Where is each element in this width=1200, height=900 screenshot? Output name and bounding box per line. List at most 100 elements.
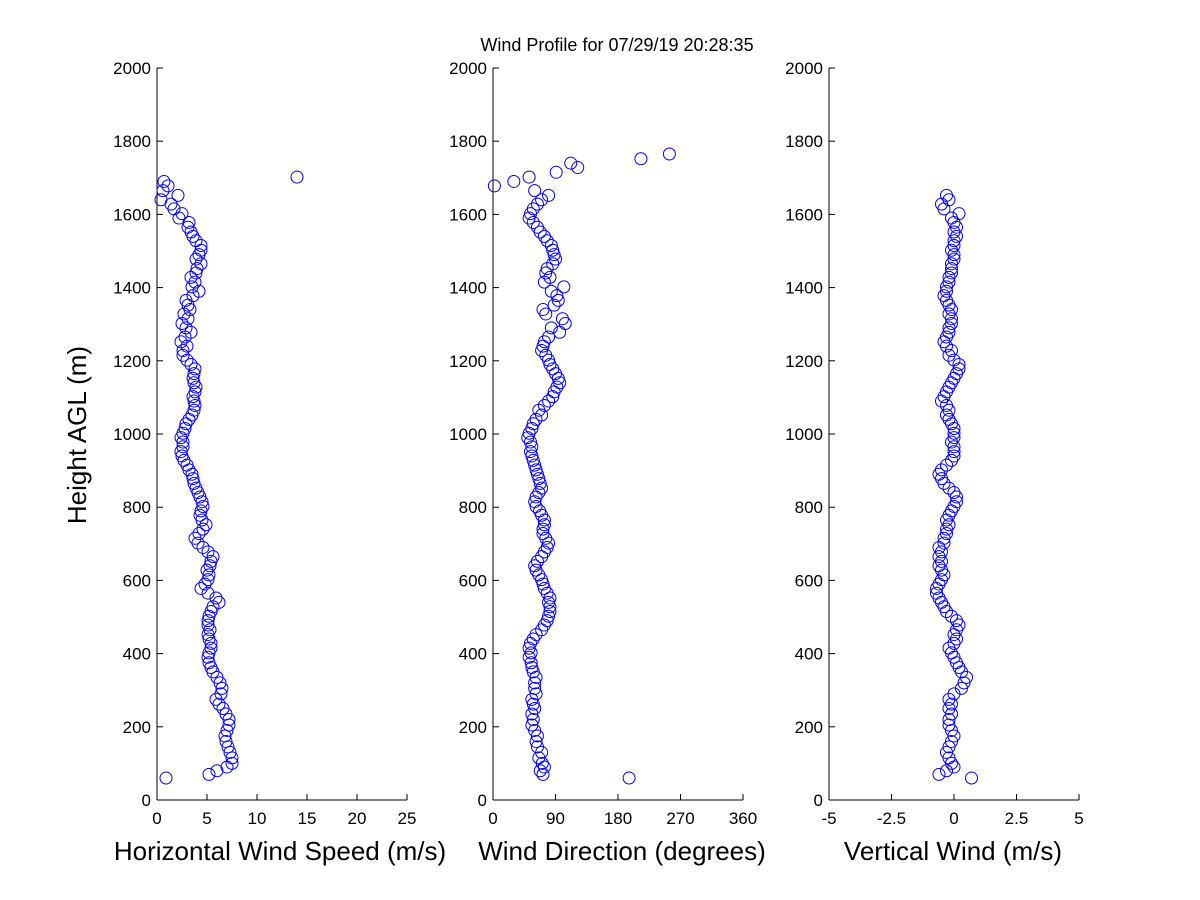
direction-data-point (525, 661, 539, 675)
vertical-data-point (952, 357, 966, 371)
direction-data-point (522, 641, 536, 655)
vertical-data-point (945, 303, 958, 317)
speed-y-tick-label: 1200 (113, 352, 151, 371)
speed-data-point (212, 595, 226, 609)
speed-data-point (200, 563, 214, 577)
vertical-data-point (947, 628, 961, 642)
speed-data-point (188, 398, 202, 412)
speed-data-point (189, 266, 203, 280)
direction-data-point (536, 527, 550, 541)
speed-data-point (193, 508, 207, 522)
speed-y-tick-label: 800 (123, 498, 151, 517)
speed-x-tick-label: 15 (298, 809, 317, 828)
direction-data-point (528, 184, 542, 198)
direction-y-tick-label: 800 (459, 498, 487, 517)
speed-data-point (187, 403, 201, 417)
direction-x-tick-label: 0 (488, 809, 497, 828)
vertical-data-point (945, 707, 958, 721)
speed-y-tick-label: 1600 (113, 205, 151, 224)
direction-data-point (529, 463, 543, 477)
direction-data-point (526, 712, 540, 726)
speed-data-point (174, 335, 188, 349)
vertical-data-point (940, 527, 953, 541)
direction-data-point (530, 197, 544, 211)
speed-x-tick-label: 25 (398, 809, 417, 828)
speed-data-point (184, 270, 198, 284)
speed-y-tick-label: 0 (142, 791, 151, 810)
speed-data-point (196, 522, 210, 536)
vertical-y-tick-label: 200 (795, 718, 823, 737)
vertical-y-tick-label: 1800 (785, 132, 823, 151)
vertical-data-point (935, 554, 948, 568)
vertical-data-point (940, 764, 953, 778)
direction-data-point (507, 174, 521, 188)
speed-data-point (171, 188, 185, 202)
direction-data-point (662, 147, 676, 161)
vertical-data-point (930, 586, 943, 600)
speed-data-point (201, 586, 215, 600)
speed-data-point (192, 527, 206, 541)
speed-data-point (178, 422, 192, 436)
direction-data-point (536, 767, 550, 781)
vertical-data-point (947, 252, 961, 266)
speed-y-tick-label: 200 (123, 718, 151, 737)
vertical-data-point (942, 641, 956, 655)
speed-data-point (187, 476, 201, 490)
vertical-y-tick-label: 600 (795, 571, 823, 590)
direction-data-point (526, 417, 540, 431)
vertical-data-point (945, 609, 958, 623)
speed-data-point (176, 440, 190, 454)
vertical-data-point (935, 394, 948, 408)
direction-data-point (525, 440, 539, 454)
speed-data-point (201, 650, 215, 664)
vertical-data-point (942, 751, 956, 765)
speed-data-point (214, 687, 228, 701)
direction-data-point (524, 445, 537, 459)
direction-data-point (543, 270, 557, 284)
direction-data-point (524, 656, 538, 670)
vertical-data-point (945, 453, 958, 467)
vertical-data-point (942, 275, 956, 289)
vertical-data-point (945, 734, 958, 748)
vertical-data-point (932, 767, 946, 781)
vertical-data-point (937, 390, 951, 404)
vertical-data-point (947, 371, 961, 385)
speed-data-point (194, 239, 208, 253)
vertical-data-point (942, 518, 956, 532)
direction-data-point (544, 321, 558, 335)
direction-data-point (537, 518, 551, 532)
speed-data-point (175, 449, 189, 463)
direction-data-point (525, 718, 539, 732)
vertical-y-tick-label: 0 (814, 791, 823, 810)
direction-x-tick-label: 180 (604, 809, 632, 828)
speed-data-point (181, 312, 195, 326)
direction-y-tick-label: 600 (459, 571, 487, 590)
speed-data-point (215, 681, 229, 695)
speed-data-point (176, 348, 190, 362)
speed-data-point (180, 353, 194, 367)
vertical-data-point (940, 513, 953, 527)
speed-data-point (290, 170, 304, 184)
direction-x-axis-title: Wind Direction (degrees) (478, 836, 766, 866)
vertical-data-point (945, 211, 958, 225)
direction-data-point (526, 202, 540, 216)
vertical-data-point (945, 316, 958, 330)
vertical-data-point (955, 681, 968, 695)
vertical-y-tick-label: 2000 (785, 59, 823, 78)
speed-data-point (172, 211, 186, 225)
speed-data-point (181, 220, 195, 234)
vertical-data-point (945, 504, 958, 518)
speed-data-point (187, 394, 201, 408)
speed-data-point (188, 362, 202, 376)
speed-data-point (202, 767, 216, 781)
vertical-data-point (935, 197, 948, 211)
speed-data-point (201, 573, 215, 587)
speed-data-point (187, 376, 201, 390)
speed-data-point (179, 321, 193, 335)
vertical-data-point (937, 202, 951, 216)
vertical-data-point (942, 193, 956, 207)
speed-data-point (184, 357, 198, 371)
speed-data-point (190, 262, 204, 276)
vertical-y-tick-label: 1600 (785, 205, 823, 224)
vertical-data-point (940, 408, 953, 422)
